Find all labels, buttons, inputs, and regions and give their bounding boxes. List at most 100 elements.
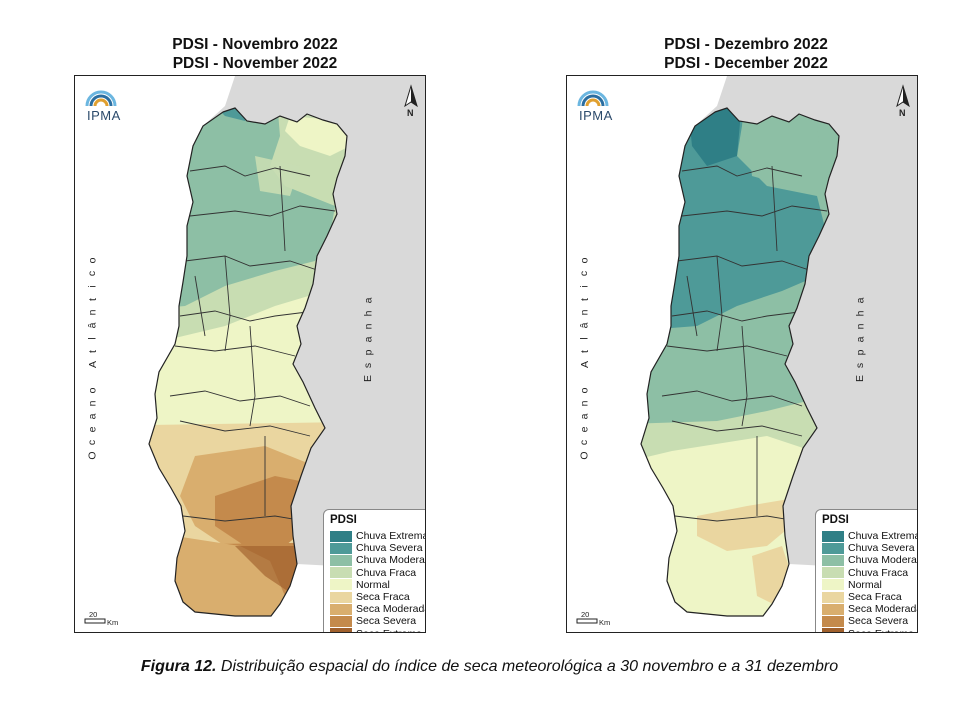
legend-item: Chuva Extrema <box>822 530 918 543</box>
legend-item: Seca Severa <box>822 615 917 628</box>
legend-swatch <box>822 579 844 591</box>
legend-item: Seca Fraca <box>822 591 917 604</box>
legend-december: PDSI Chuva Extrema Chuva Severa Chuva Mode… <box>815 509 918 632</box>
legend-label: Seca Fraca <box>848 591 902 604</box>
ocean-label-letter: O <box>86 451 99 460</box>
map-title-november-pt: PDSI - Novembro 2022 <box>172 36 338 53</box>
ocean-label-letter: t <box>578 350 591 353</box>
ocean-label-letter: i <box>578 285 591 288</box>
map-title-november: PDSI - Novembro 2022 PDSI - November 202… <box>120 35 390 73</box>
ipma-logo-text: IPMA <box>579 108 613 123</box>
legend-swatch <box>330 542 352 554</box>
ocean-label-letter: c <box>578 439 591 446</box>
legend-item: Chuva Extrema <box>330 530 426 543</box>
legend-label: Chuva Severa <box>356 542 423 555</box>
legend-item: Seca Moderada <box>330 603 426 616</box>
map-title-december-pt: PDSI - Dezembro 2022 <box>664 36 828 53</box>
legend-item: Normal <box>822 578 917 591</box>
legend-swatch <box>822 567 844 579</box>
legend-swatch <box>822 530 844 542</box>
legend-swatch <box>822 603 844 615</box>
legend-label: Chuva Fraca <box>848 566 909 579</box>
north-arrow-icon <box>404 84 418 108</box>
legend-swatch <box>330 603 352 615</box>
spain-label-letter: h <box>362 310 374 317</box>
ocean-label-letter: o <box>578 387 591 394</box>
legend-label: Chuva Extrema <box>356 530 426 543</box>
spain-label-letter: h <box>854 310 866 317</box>
spain-label-letter: s <box>362 362 374 369</box>
ocean-label-letter: A <box>578 360 591 369</box>
legend-item: Chuva Severa <box>330 542 425 555</box>
ocean-label-letter: i <box>86 285 99 288</box>
ocean-label-letter: a <box>578 413 591 420</box>
legend-item: Seca Moderada <box>822 603 918 616</box>
legend-swatch <box>330 554 352 566</box>
legend-label: Chuva Severa <box>848 542 915 555</box>
legend-label: Chuva Moderada <box>356 554 425 567</box>
ocean-label-letter: n <box>86 400 99 407</box>
legend-item: Chuva Fraca <box>822 566 917 579</box>
legend-swatch <box>330 567 352 579</box>
portugal-outline <box>148 107 348 617</box>
spain-label-letter: a <box>362 297 374 304</box>
ocean-label-letter: t <box>86 298 99 301</box>
legend-swatch <box>822 628 844 632</box>
ocean-label-letter: t <box>86 350 99 353</box>
map-title-december-en: PDSI - December 2022 <box>664 55 828 72</box>
map-canvas-november <box>75 76 425 632</box>
ocean-label-letter: n <box>86 309 99 316</box>
legend-label: Seca Extrema <box>848 628 914 632</box>
portugal-outline <box>640 107 840 617</box>
spain-label-letter: p <box>854 349 866 356</box>
map-title-november-en: PDSI - November 2022 <box>172 55 338 72</box>
legend-item: Chuva Fraca <box>330 567 425 579</box>
spain-label-letter: n <box>854 323 866 330</box>
ocean-label-letter: l <box>86 337 99 340</box>
ipma-logo-text: IPMA <box>87 108 121 123</box>
ocean-label-letter: e <box>578 426 591 433</box>
figure-caption: Figura 12. Distribuição espacial do índi… <box>0 658 979 676</box>
legend-swatch <box>330 615 352 627</box>
map-canvas-december <box>567 76 917 632</box>
legend-label: Normal <box>848 578 882 591</box>
ocean-label-letter: c <box>86 270 99 277</box>
ocean-label-letter: e <box>86 426 99 433</box>
ocean-label-letter: â <box>578 322 591 329</box>
legend-swatch <box>822 542 844 554</box>
legend-label: Seca Extrema <box>356 628 422 632</box>
ocean-label-letter: a <box>86 413 99 420</box>
ipma-logo-icon <box>577 90 609 107</box>
scale-unit: Km <box>599 618 611 627</box>
ocean-label-letter: O <box>578 451 591 460</box>
scale-unit: Km <box>107 618 119 627</box>
spain-label-letter: E <box>362 374 375 383</box>
legend-item: Chuva Severa <box>822 542 917 555</box>
legend-label: Seca Severa <box>848 615 909 628</box>
caption-text: Distribuição espacial do índice de seca … <box>216 658 839 675</box>
legend-title: PDSI <box>822 514 849 526</box>
ocean-area <box>567 76 829 632</box>
legend-label: Normal <box>356 578 390 591</box>
ocean-label-letter: c <box>86 439 99 446</box>
scale-bar <box>576 618 598 624</box>
legend-label: Seca Moderada <box>356 603 426 616</box>
legend-label: Seca Fraca <box>356 591 410 604</box>
north-label: N <box>899 108 906 118</box>
legend-swatch <box>822 615 844 627</box>
legend-label: Seca Moderada <box>848 603 918 616</box>
ocean-label-letter <box>579 376 592 379</box>
legend-item: Normal <box>330 578 425 591</box>
legend-swatch <box>822 554 844 566</box>
ocean-label-letter: o <box>86 387 99 394</box>
ocean-label-letter: o <box>578 257 591 264</box>
ocean-label-letter: c <box>578 270 591 277</box>
legend-title: PDSI <box>330 514 357 526</box>
legend-item: Chuva Moderada <box>330 554 425 567</box>
legend-label: Chuva Extrema <box>848 530 918 543</box>
